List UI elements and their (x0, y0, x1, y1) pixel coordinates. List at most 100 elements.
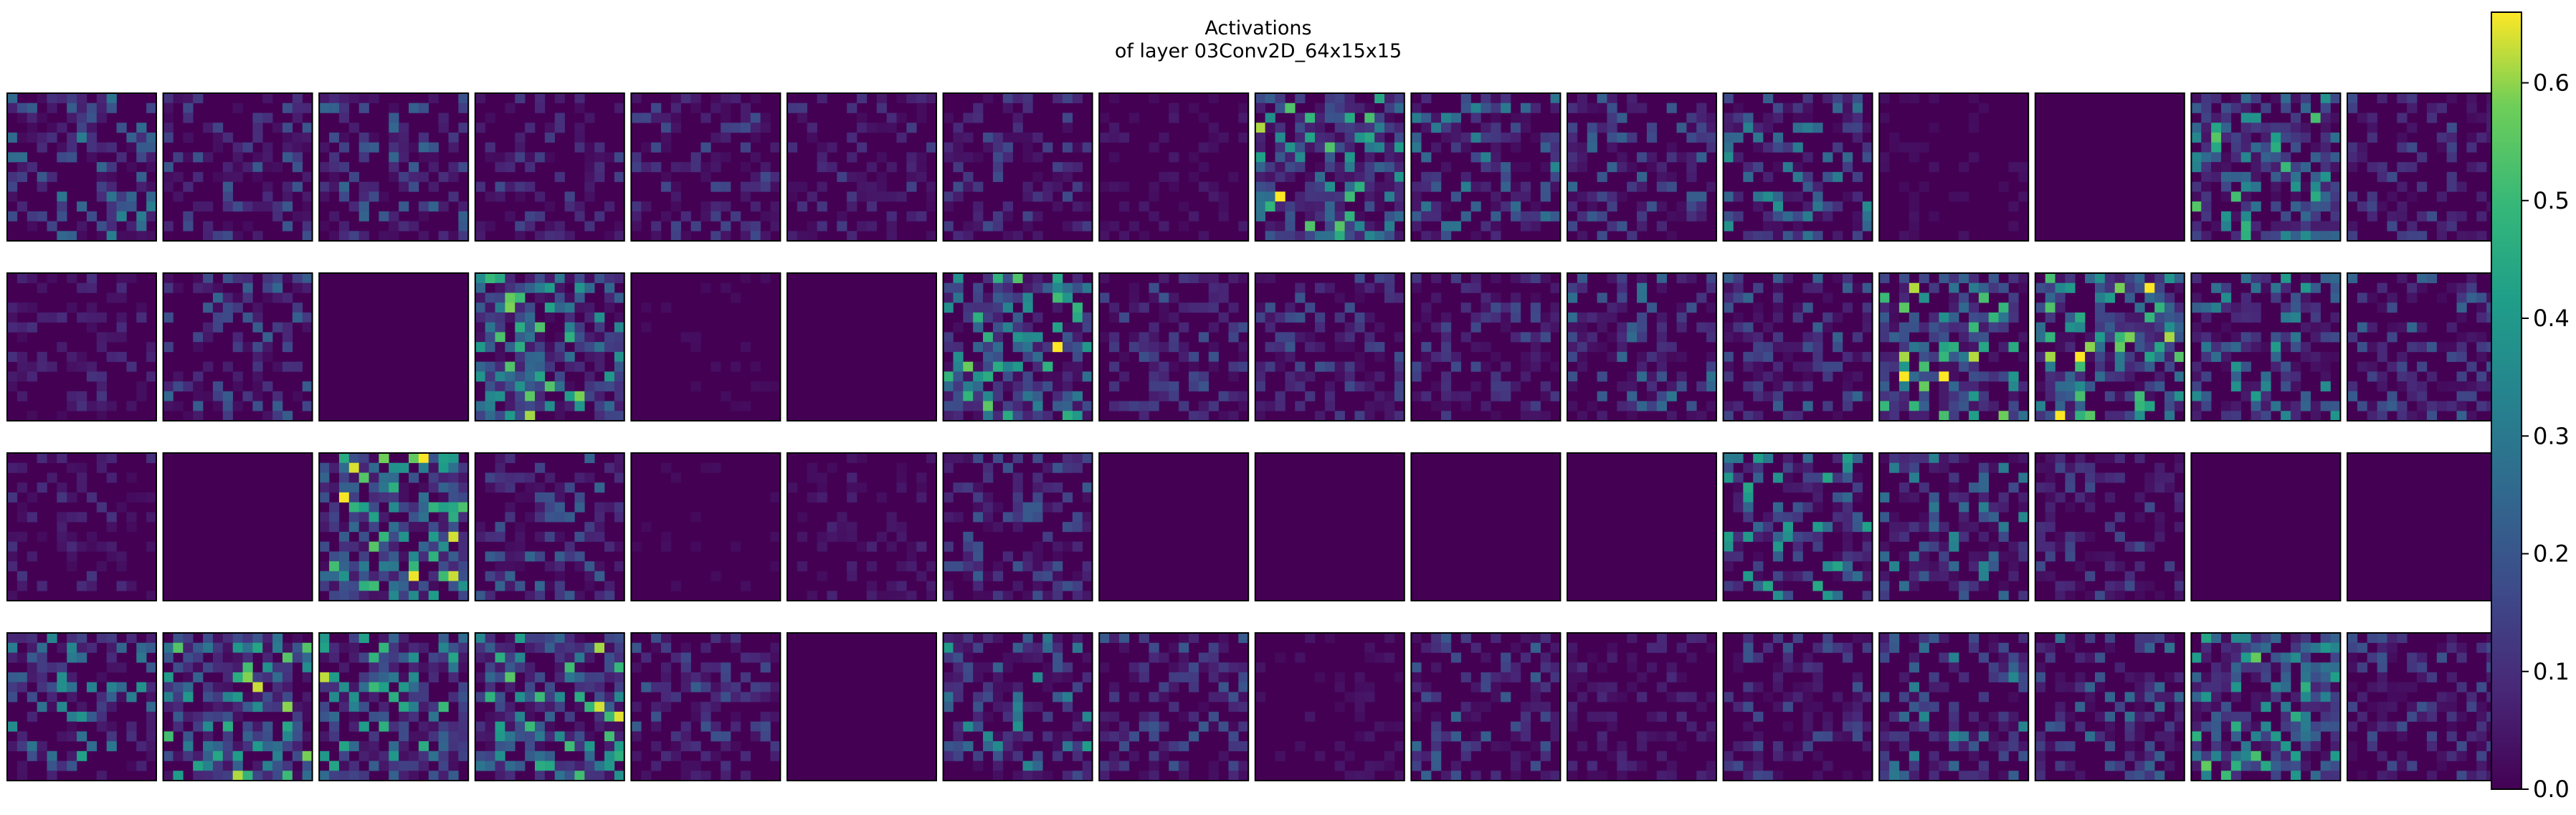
activation-cell (1128, 282, 1139, 293)
activation-cell (2367, 162, 2377, 173)
activation-cell (1063, 492, 1073, 502)
activation-cell (1949, 492, 1959, 502)
activation-cell (983, 342, 994, 353)
activation-cell (770, 492, 781, 502)
activation-cell (262, 93, 273, 104)
activation-cell (2114, 453, 2125, 464)
activation-cell (495, 342, 505, 353)
activation-cell (1949, 482, 1959, 493)
activation-cell (2330, 312, 2341, 323)
activation-cell (690, 512, 701, 523)
activation-cell (1238, 351, 1249, 362)
activation-cell (1082, 201, 1093, 212)
activation-cell (458, 741, 469, 752)
activation-cell (1334, 332, 1345, 343)
activation-cell (1879, 361, 1890, 372)
activation-cell (1919, 342, 1929, 353)
activation-cell (399, 482, 409, 493)
activation-cell (409, 171, 419, 182)
activation-cell (1909, 231, 1919, 242)
activation-cell (1344, 191, 1355, 202)
activation-cell (963, 152, 974, 163)
activation-cell (1305, 132, 1316, 143)
activation-cell (495, 292, 505, 303)
activation-cell (1587, 201, 1597, 212)
activation-cell (721, 181, 731, 192)
activation-cell (1782, 411, 1793, 421)
activation-cell (2201, 123, 2212, 133)
activation-cell (1109, 181, 1120, 192)
activation-cell (1042, 181, 1053, 192)
activation-cell (16, 371, 28, 382)
activation-cell (1753, 472, 1764, 483)
activation-panel (630, 452, 781, 601)
activation-cell (1879, 273, 1890, 284)
activation-cell (721, 731, 731, 742)
activation-cell (399, 702, 409, 712)
activation-cell (847, 132, 857, 143)
activation-cell (2055, 591, 2066, 601)
activation-cell (817, 142, 827, 153)
activation-cell (418, 702, 429, 712)
activation-cell (1421, 231, 1432, 242)
activation-cell (2144, 502, 2155, 513)
activation-cell (67, 561, 77, 572)
activation-cell (1394, 162, 1405, 173)
activation-cell (2124, 312, 2135, 323)
activation-cell (329, 672, 340, 682)
activation-cell (574, 123, 585, 133)
activation-cell (389, 123, 399, 133)
activation-cell (1988, 401, 1999, 411)
activation-cell (2387, 221, 2397, 232)
activation-cell (1802, 401, 1813, 411)
activation-cell (906, 93, 917, 104)
activation-cell (710, 462, 721, 473)
activation-cell (7, 302, 18, 313)
activation-cell (358, 702, 369, 712)
activation-cell (379, 682, 389, 692)
activation-cell (1812, 531, 1823, 542)
activation-cell (1889, 453, 1900, 464)
activation-cell (1567, 292, 1578, 303)
activation-cell (1511, 312, 1521, 323)
activation-cell (710, 152, 721, 163)
activation-cell (252, 342, 263, 353)
activation-cell (1772, 201, 1784, 212)
activation-cell (943, 642, 954, 653)
activation-cell (2221, 221, 2232, 232)
activation-cell (1656, 181, 1667, 192)
activation-cell (2075, 581, 2086, 591)
activation-cell (1022, 132, 1033, 143)
activation-cell (857, 482, 868, 493)
activation-cell (438, 652, 449, 663)
activation-cell (77, 731, 87, 742)
activation-cell (2456, 332, 2467, 343)
activation-cell (1792, 512, 1803, 523)
activation-cell (1909, 312, 1919, 323)
activation-cell (2417, 391, 2428, 401)
activation-cell (1706, 142, 1717, 153)
activation-cell (2008, 221, 2019, 232)
activation-cell (700, 642, 711, 653)
activation-cell (1862, 531, 1873, 542)
activation-cell (2055, 492, 2066, 502)
activation-cell (2300, 351, 2311, 362)
activation-cell (983, 462, 994, 473)
activation-cell (319, 181, 330, 192)
activation-cell (2251, 181, 2261, 192)
activation-cell (2330, 191, 2341, 202)
activation-cell (953, 282, 964, 293)
activation-cell (458, 123, 469, 133)
activation-cell (1929, 322, 1939, 333)
panel-frame (1567, 452, 1717, 601)
activation-cell (1315, 103, 1326, 113)
activation-cell (1607, 332, 1617, 343)
panel-frame (474, 272, 625, 421)
activation-cell (2055, 581, 2066, 591)
activation-cell (614, 642, 625, 653)
activation-cell (2114, 411, 2125, 421)
activation-cell (2240, 191, 2251, 202)
activation-cell (2261, 371, 2271, 382)
activation-cell (1822, 93, 1833, 104)
activation-cell (1540, 332, 1551, 343)
